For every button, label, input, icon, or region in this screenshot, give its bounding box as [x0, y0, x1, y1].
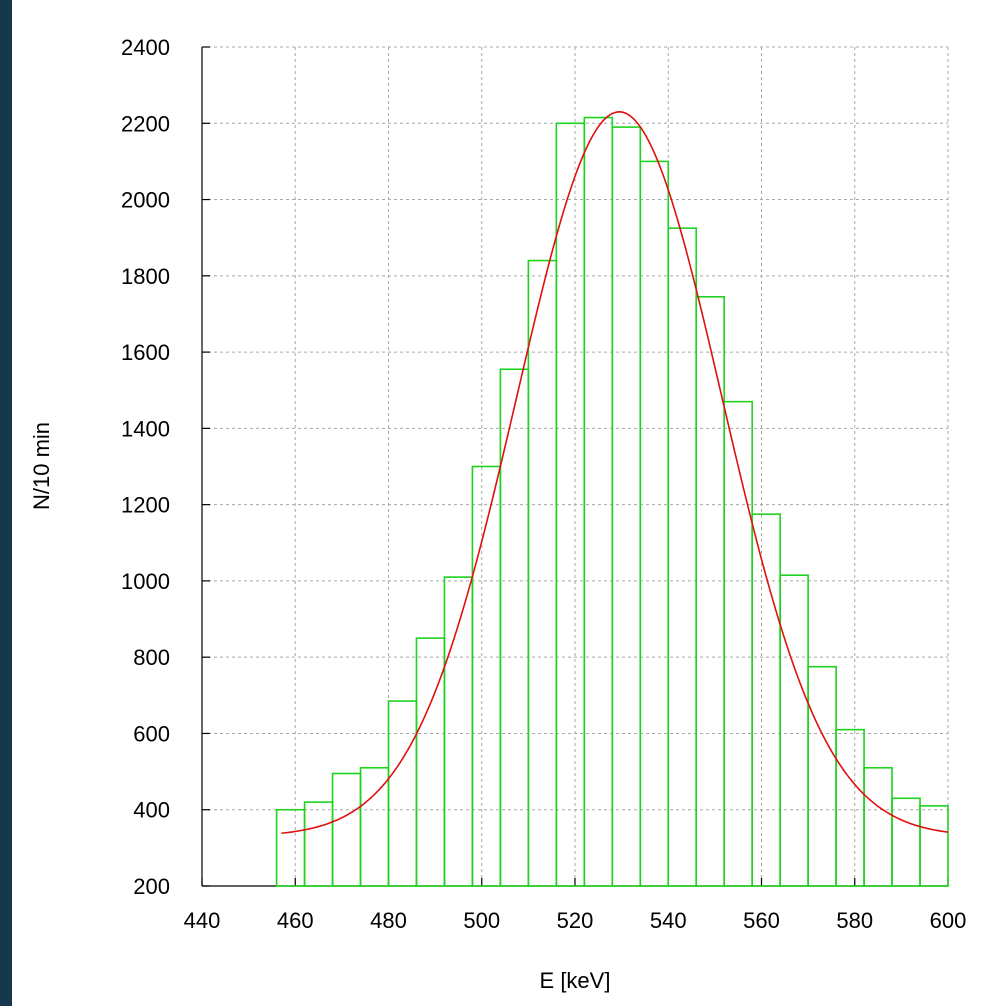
- plot-frame: [12, 0, 1002, 1006]
- histogram-bars: [275, 116, 949, 887]
- histogram-bar: [387, 700, 418, 887]
- x-tick-label: 520: [557, 908, 594, 933]
- histogram-bar: [723, 400, 753, 887]
- histogram-bar: [919, 805, 949, 887]
- histogram-bar: [415, 637, 446, 887]
- histogram-bar: [359, 766, 390, 887]
- histogram-bar: [639, 160, 670, 887]
- histogram-bar: [303, 801, 334, 887]
- histogram-bar: [891, 797, 921, 887]
- x-tick-label: 500: [463, 908, 500, 933]
- histogram-bar: [275, 808, 306, 887]
- y-tick-label: 200: [133, 874, 170, 899]
- x-tick-label: 580: [836, 908, 873, 933]
- histogram-bar: [863, 766, 893, 887]
- y-tick-label: 2200: [121, 111, 170, 136]
- x-tick-label: 440: [184, 908, 221, 933]
- histogram-bar: [779, 574, 809, 887]
- gaussian-fit-curve: [281, 111, 949, 835]
- x-tick-label: 600: [930, 908, 967, 933]
- y-tick-label: 1600: [121, 340, 170, 365]
- y-tick-label: 400: [133, 798, 170, 823]
- x-tick-labels: 440 460 480 500 520 540 560 580 600: [184, 908, 967, 933]
- x-tick-label: 540: [650, 908, 687, 933]
- y-tick-label: 600: [133, 721, 170, 746]
- x-axis-label: E [keV]: [540, 968, 611, 993]
- x-tick-label: 460: [277, 908, 314, 933]
- y-tick-label: 800: [133, 645, 170, 670]
- x-tick-label: 560: [743, 908, 780, 933]
- y-tick-label: 1800: [121, 264, 170, 289]
- histogram-bar: [807, 665, 837, 887]
- histogram-bar: [695, 295, 725, 887]
- histogram-bar: [471, 465, 502, 887]
- y-axis-label: N/10 min: [29, 422, 54, 510]
- histogram-bar: [611, 126, 642, 887]
- y-tick-label: 2000: [121, 188, 170, 213]
- histogram-bar: [667, 227, 698, 887]
- y-tick-labels: 200 400 600 800 1000 1200 1400 1600 1800 2000 2200…: [121, 35, 170, 899]
- histogram-bar: [835, 728, 865, 887]
- y-tick-label: 2400: [121, 35, 170, 60]
- y-tick-label: 1200: [121, 493, 170, 518]
- histogram-bar: [583, 116, 614, 887]
- x-tick-label: 480: [370, 908, 407, 933]
- histogram-bar: [751, 513, 781, 887]
- histogram-bar: [527, 259, 558, 887]
- y-tick-label: 1000: [121, 569, 170, 594]
- y-tick-label: 1400: [121, 416, 170, 441]
- histogram-bar: [331, 772, 362, 887]
